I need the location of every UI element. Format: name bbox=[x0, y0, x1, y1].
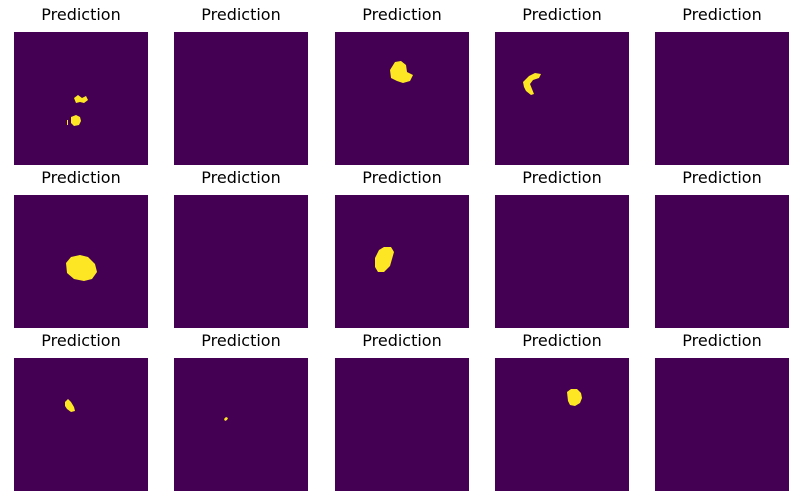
panel-title: Prediction bbox=[41, 168, 121, 187]
prediction-panel: Prediction bbox=[174, 331, 308, 491]
mask-blob bbox=[74, 95, 88, 103]
segmentation-mask-image bbox=[495, 358, 629, 491]
mask-background bbox=[335, 358, 469, 491]
panel-title: Prediction bbox=[682, 5, 762, 24]
segmentation-mask-image bbox=[655, 32, 789, 165]
mask-blob bbox=[66, 255, 97, 281]
mask-blob bbox=[523, 73, 541, 95]
panel-title: Prediction bbox=[362, 168, 442, 187]
segmentation-mask-image bbox=[495, 195, 629, 328]
prediction-panel: Prediction bbox=[14, 5, 148, 165]
mask-blob bbox=[224, 417, 228, 421]
mask-background bbox=[495, 358, 629, 491]
panel-title: Prediction bbox=[522, 331, 602, 350]
prediction-panel: Prediction bbox=[335, 5, 469, 165]
panel-title: Prediction bbox=[362, 331, 442, 350]
mask-background bbox=[335, 32, 469, 165]
mask-background bbox=[655, 195, 789, 328]
prediction-panel: Prediction bbox=[174, 5, 308, 165]
prediction-panel: Prediction bbox=[335, 331, 469, 491]
prediction-panel: Prediction bbox=[14, 331, 148, 491]
segmentation-mask-image bbox=[14, 358, 148, 491]
panel-title: Prediction bbox=[682, 168, 762, 187]
segmentation-mask-image bbox=[174, 32, 308, 165]
panel-title: Prediction bbox=[362, 5, 442, 24]
segmentation-mask-image bbox=[335, 32, 469, 165]
prediction-panel: Prediction bbox=[655, 5, 789, 165]
segmentation-mask-image bbox=[174, 358, 308, 491]
panel-title: Prediction bbox=[522, 168, 602, 187]
prediction-panel: Prediction bbox=[14, 168, 148, 328]
panel-title: Prediction bbox=[41, 5, 121, 24]
segmentation-mask-image bbox=[174, 195, 308, 328]
prediction-panel: Prediction bbox=[655, 168, 789, 328]
mask-background bbox=[14, 358, 148, 491]
segmentation-mask-image bbox=[655, 358, 789, 491]
mask-background bbox=[655, 358, 789, 491]
mask-blob bbox=[375, 247, 394, 272]
mask-background bbox=[174, 358, 308, 491]
segmentation-mask-image bbox=[335, 195, 469, 328]
mask-background bbox=[495, 195, 629, 328]
panel-title: Prediction bbox=[41, 331, 121, 350]
panel-title: Prediction bbox=[522, 5, 602, 24]
panel-title: Prediction bbox=[201, 331, 281, 350]
prediction-panel: Prediction bbox=[174, 168, 308, 328]
mask-background bbox=[495, 32, 629, 165]
prediction-panel: Prediction bbox=[655, 331, 789, 491]
prediction-panel: Prediction bbox=[335, 168, 469, 328]
segmentation-mask-image bbox=[14, 32, 148, 165]
mask-blob bbox=[65, 399, 75, 412]
segmentation-mask-image bbox=[14, 195, 148, 328]
prediction-panel: Prediction bbox=[495, 331, 629, 491]
prediction-panel: Prediction bbox=[495, 5, 629, 165]
segmentation-mask-image bbox=[335, 358, 469, 491]
mask-blob bbox=[71, 115, 81, 126]
panel-title: Prediction bbox=[201, 5, 281, 24]
panel-title: Prediction bbox=[682, 331, 762, 350]
mask-blob bbox=[567, 389, 582, 406]
segmentation-mask-image bbox=[495, 32, 629, 165]
mask-background bbox=[335, 195, 469, 328]
prediction-panel: Prediction bbox=[495, 168, 629, 328]
mask-background bbox=[655, 32, 789, 165]
mask-background bbox=[174, 32, 308, 165]
mask-blob bbox=[390, 61, 413, 83]
segmentation-mask-image bbox=[655, 195, 789, 328]
mask-blob bbox=[67, 120, 68, 125]
panel-title: Prediction bbox=[201, 168, 281, 187]
mask-background bbox=[174, 195, 308, 328]
